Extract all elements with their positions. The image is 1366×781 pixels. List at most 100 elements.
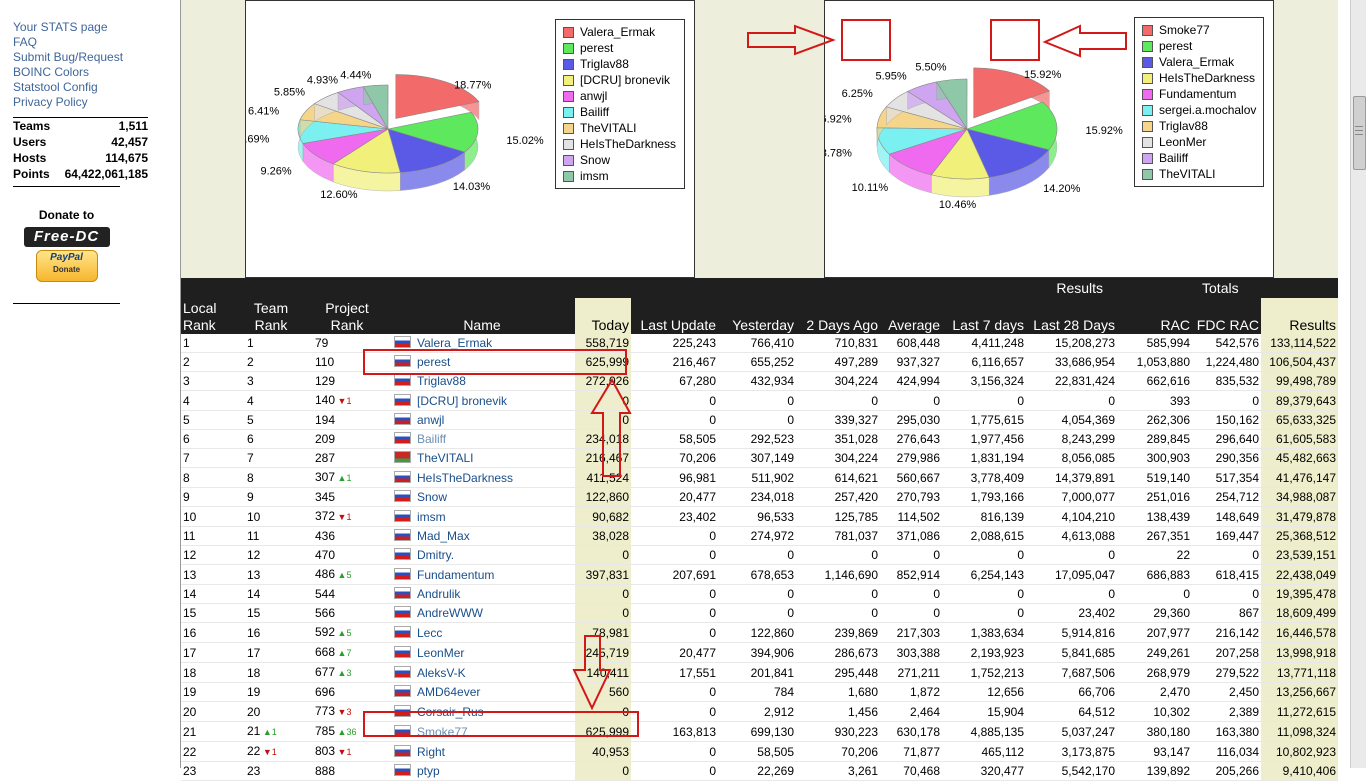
user-name-link[interactable]: Smoke77: [417, 724, 468, 739]
legend-item: sergei.a.mochalov: [1135, 102, 1263, 118]
user-name-link[interactable]: Andrulik: [417, 587, 461, 601]
link-submit-bug[interactable]: Submit Bug/Request: [13, 50, 124, 64]
user-name-link[interactable]: [DCRU] bronevik: [417, 393, 508, 408]
legend-item: HeIsTheDarkness: [1135, 70, 1263, 86]
average-cell: 0: [880, 545, 942, 565]
yesterday-cell: 58,505: [718, 741, 796, 762]
project-rank-cell: 486 ▲5: [305, 564, 389, 585]
legend-swatch: [1142, 105, 1153, 116]
link-your-stats-page[interactable]: Your STATS page: [13, 20, 108, 34]
yesterday-cell: 2,912: [718, 701, 796, 722]
team-rank-cell: 8: [237, 467, 305, 488]
column-header[interactable]: FDC RAC: [1196, 317, 1260, 333]
user-name-link[interactable]: imsm: [417, 509, 446, 524]
column-header[interactable]: Local Rank: [183, 300, 217, 333]
user-name-link[interactable]: Valera_Ermak: [417, 336, 493, 350]
rac-cell: 686,883: [1117, 564, 1193, 585]
user-name-link[interactable]: AleksV-K: [417, 665, 466, 680]
column-header[interactable]: RAC: [1160, 317, 1191, 333]
user-name-link[interactable]: Mad_Max: [417, 529, 470, 543]
user-name-link[interactable]: LeonMer: [417, 645, 465, 660]
average-cell: 270,793: [880, 487, 942, 507]
table-row: 3 3 129 Triglav88 272,026 67,280 432,934 304,22…: [181, 371, 1339, 391]
user-name-link[interactable]: Dmitry.: [417, 548, 455, 562]
average-cell: 937,327: [880, 352, 942, 372]
legend-item: Bailiff: [1135, 150, 1263, 166]
column-header[interactable]: Results: [1261, 298, 1339, 334]
today-cell: 558,719: [575, 334, 631, 353]
rank-change-indicator: ▼1: [335, 747, 352, 757]
user-name-link[interactable]: Right: [417, 744, 446, 759]
user-name-link[interactable]: Triglav88: [417, 374, 466, 388]
yesterday-cell: 0: [718, 390, 796, 411]
legend-label: Bailiff: [1159, 151, 1189, 165]
link-statstool-config[interactable]: Statstool Config: [13, 80, 98, 94]
project-rank-cell: 677 ▲3: [305, 662, 389, 683]
group-header-totals: Totals: [1202, 279, 1239, 296]
average-cell: 371,086: [880, 526, 942, 546]
freedc-logo: Free-DC: [23, 227, 110, 247]
user-name-link[interactable]: Fundamentum: [417, 567, 495, 582]
link-faq[interactable]: FAQ: [13, 35, 38, 49]
name-cell: Smoke77: [389, 721, 575, 742]
today-cell: 0: [575, 545, 631, 565]
local-rank-cell: 2: [181, 352, 237, 372]
link-boinc-colors[interactable]: BOINC Colors: [13, 65, 90, 79]
user-name-link[interactable]: AMD64ever: [417, 685, 481, 699]
last28-cell: 17,095,047: [1026, 564, 1118, 585]
stat-hosts: Hosts 114,675: [13, 151, 148, 165]
user-name-link[interactable]: AndreWWW: [417, 606, 483, 620]
paypal-donate-button[interactable]: PayPal Donate: [35, 250, 98, 282]
column-header[interactable]: Name: [463, 317, 501, 333]
last7-cell: 6,254,143: [942, 564, 1026, 585]
legend-swatch: [563, 155, 574, 166]
average-cell: 276,643: [880, 429, 942, 449]
local-rank-cell: 10: [181, 506, 237, 527]
results-cell: 22,438,049: [1261, 564, 1339, 585]
scrollbar-thumb[interactable]: [1353, 96, 1366, 170]
table-row: 20 20 773 ▼3 Corsair_Rus 0 0 2,912 1,456 2,464 15…: [181, 701, 1339, 722]
user-name-link[interactable]: Snow: [417, 490, 448, 504]
user-name-link[interactable]: Lecc: [417, 625, 443, 640]
yesterday-cell: 201,841: [718, 662, 796, 683]
column-header[interactable]: 2 Days Ago: [806, 317, 878, 333]
legend-item: perest: [1135, 38, 1263, 54]
russia-flag-icon: [394, 509, 411, 522]
column-header[interactable]: Last 7 days: [952, 317, 1024, 333]
legend-item: imsm: [556, 168, 684, 184]
column-header[interactable]: Project Rank: [325, 300, 369, 333]
column-header[interactable]: Average: [888, 317, 940, 333]
user-name-link[interactable]: ptyp: [417, 764, 440, 778]
sidebar: Your STATS page FAQ Submit Bug/Request B…: [0, 0, 180, 768]
last28-cell: 66,706: [1026, 682, 1118, 702]
last7-cell: 0: [942, 584, 1026, 604]
main-content: 18.77% 15.02% 14.03% 12.60% 9.26% 8.69% 6.41% 5…: [180, 0, 1339, 781]
user-name-link[interactable]: Bailiff: [417, 432, 447, 446]
user-name-link[interactable]: TheVITALI: [417, 451, 474, 465]
last28-cell: 15,208,273: [1026, 334, 1118, 353]
legend-item: anwjl: [556, 88, 684, 104]
two-days-cell: 1,146,690: [796, 564, 880, 585]
user-name-link[interactable]: Corsair_Rus: [417, 704, 484, 719]
user-name-link[interactable]: HeIsTheDarkness: [417, 470, 514, 485]
column-header[interactable]: Last Update: [640, 317, 717, 333]
column-header[interactable]: Last 28 Days: [1033, 317, 1116, 333]
user-name-link[interactable]: perest: [417, 355, 451, 369]
russia-flag-icon: [394, 432, 411, 444]
last-update-cell: 0: [631, 622, 718, 643]
user-name-link[interactable]: anwjl: [417, 413, 445, 427]
local-rank-cell: 21: [181, 721, 237, 742]
column-header[interactable]: Team Rank: [253, 300, 289, 333]
column-header[interactable]: Today: [575, 298, 631, 334]
average-cell: 0: [880, 390, 942, 411]
russia-flag-icon: [394, 625, 411, 638]
column-header[interactable]: Yesterday: [732, 317, 794, 333]
rank-change-indicator: ▲3: [335, 668, 352, 678]
two-days-cell: 70,206: [796, 741, 880, 762]
last7-cell: 3,778,409: [942, 467, 1026, 488]
link-privacy-policy[interactable]: Privacy Policy: [13, 95, 88, 109]
vertical-scrollbar[interactable]: [1350, 0, 1366, 768]
legend-label: sergei.a.mochalov: [1159, 103, 1257, 117]
local-rank-cell: 4: [181, 390, 237, 411]
rac-cell: 251,016: [1117, 487, 1193, 507]
